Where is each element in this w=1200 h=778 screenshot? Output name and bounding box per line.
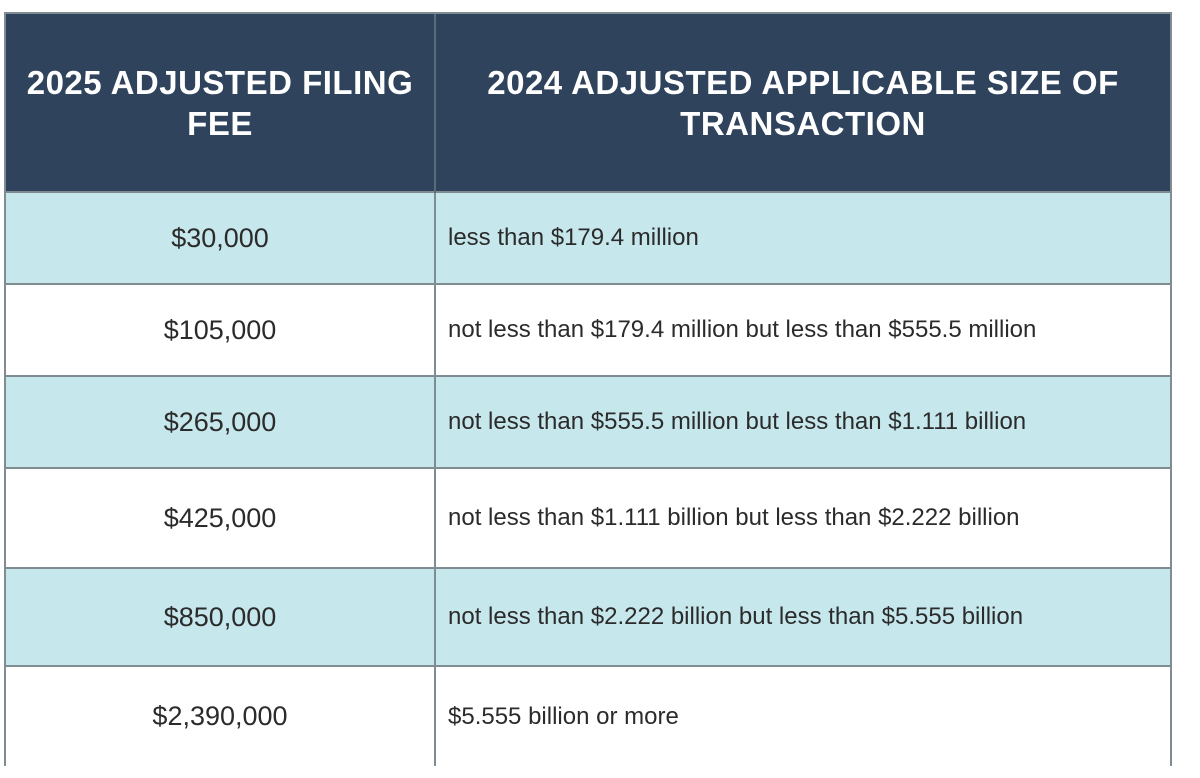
table-header-row: 2025 ADJUSTED FILING FEE 2024 ADJUSTED A…: [6, 14, 1170, 192]
size-cell: not less than $179.4 million but less th…: [435, 283, 1170, 376]
size-cell: less than $179.4 million: [435, 191, 1170, 284]
size-cell: not less than $555.5 million but less th…: [435, 375, 1170, 468]
table-row: $2,390,000 $5.555 billion or more: [6, 665, 1170, 766]
fee-cell: $105,000: [6, 283, 436, 376]
size-cell: not less than $1.111 billion but less th…: [435, 467, 1170, 568]
table-row: $105,000 not less than $179.4 million bu…: [6, 283, 1170, 376]
table-row: $30,000 less than $179.4 million: [6, 191, 1170, 284]
fee-cell: $30,000: [6, 191, 436, 284]
table-row: $265,000 not less than $555.5 million bu…: [6, 375, 1170, 468]
filing-fee-table-container: 2025 ADJUSTED FILING FEE 2024 ADJUSTED A…: [4, 12, 1172, 766]
fee-cell: $2,390,000: [6, 665, 436, 766]
fee-cell: $425,000: [6, 467, 436, 568]
size-cell: $5.555 billion or more: [435, 665, 1170, 766]
table-row: $850,000 not less than $2.222 billion bu…: [6, 567, 1170, 666]
size-cell: not less than $2.222 billion but less th…: [435, 567, 1170, 666]
header-transaction-size: 2024 ADJUSTED APPLICABLE SIZE OF TRANSAC…: [435, 14, 1170, 192]
fee-cell: $265,000: [6, 375, 436, 468]
fee-cell: $850,000: [6, 567, 436, 666]
filing-fee-table: 2025 ADJUSTED FILING FEE 2024 ADJUSTED A…: [6, 14, 1170, 766]
table-row: $425,000 not less than $1.111 billion bu…: [6, 467, 1170, 568]
header-filing-fee: 2025 ADJUSTED FILING FEE: [6, 14, 436, 192]
